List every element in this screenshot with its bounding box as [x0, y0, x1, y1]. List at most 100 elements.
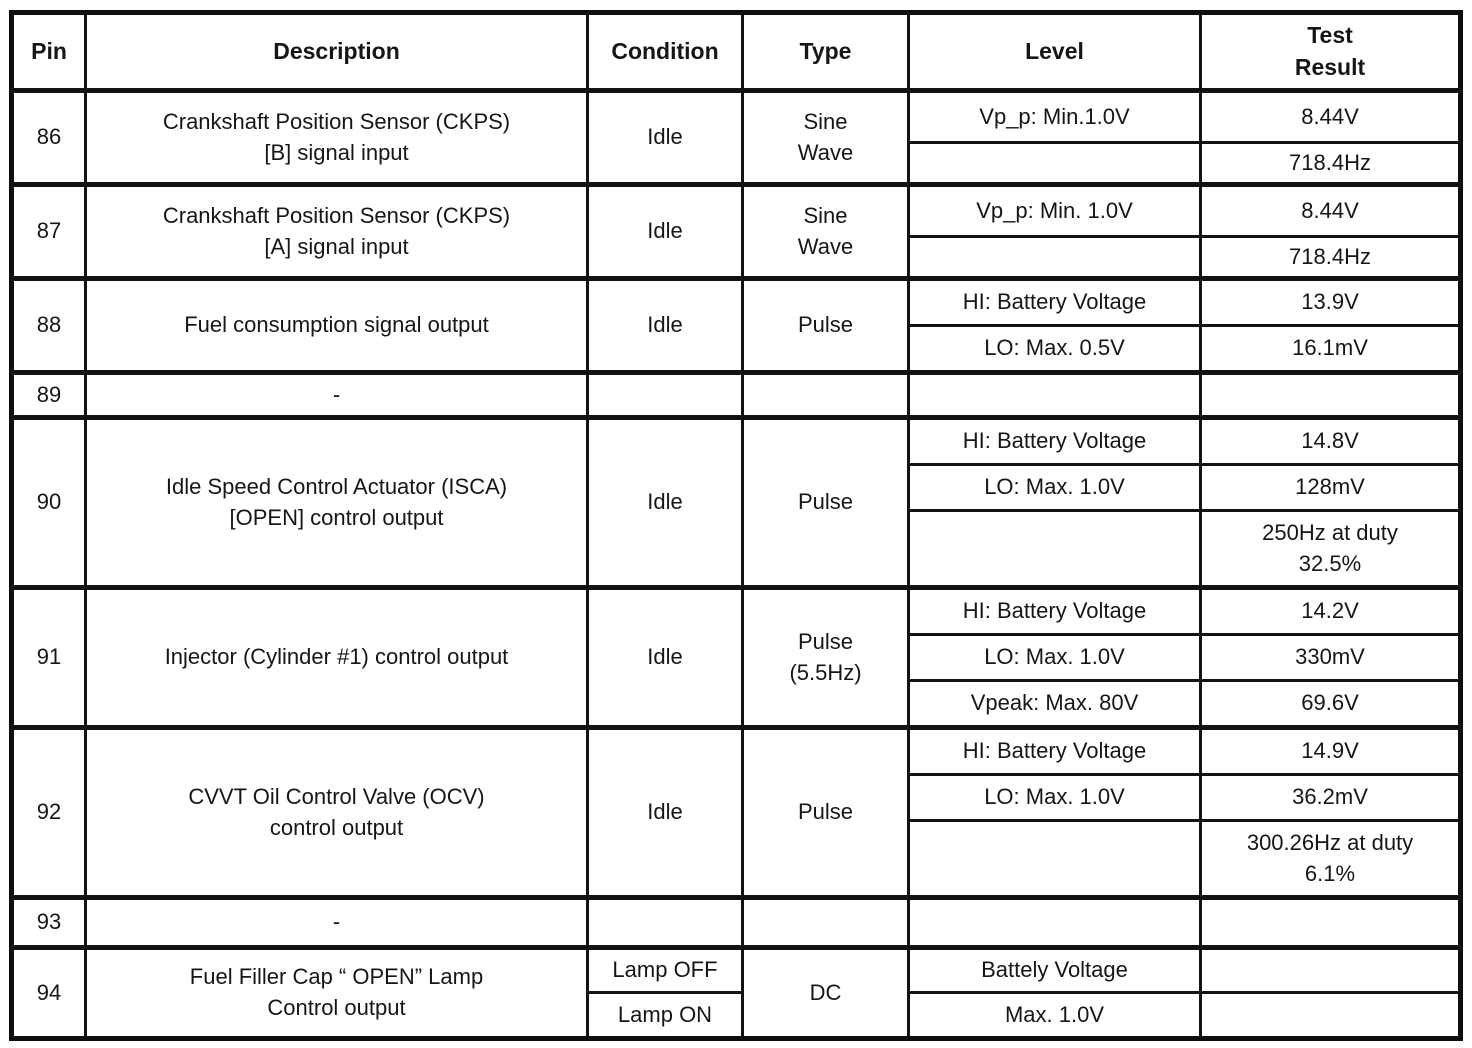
table-row: 91 Injector (Cylinder #1) control output…	[10, 585, 1462, 729]
ecm-pin-test-table: Pin Description Condition Type Level Tes…	[9, 10, 1463, 1041]
table-subrow: 300.26Hz at duty 6.1%	[12, 819, 1462, 899]
type-cell: Pulse	[741, 725, 910, 899]
condition-cell: Idle	[586, 182, 744, 280]
level-cell	[907, 370, 1202, 419]
pin-cell: 90	[10, 415, 87, 589]
description-cell: Crankshaft Position Sensor (CKPS) [A] si…	[84, 182, 589, 280]
result-cell	[1199, 945, 1462, 994]
level-cell	[907, 509, 1202, 589]
level-cell: LO: Max. 1.0V	[907, 633, 1202, 682]
condition-cell: Idle	[586, 276, 744, 374]
description-cell: -	[84, 370, 589, 419]
col-header-pin: Pin	[10, 11, 87, 92]
type-cell: Sine Wave	[741, 182, 910, 280]
level-cell: Battely Voltage	[907, 945, 1202, 994]
col-header-test-result: Test Result	[1199, 11, 1462, 92]
condition-cell: Idle	[586, 415, 744, 589]
level-cell	[907, 819, 1202, 899]
table-subrow: Vpeak: Max. 80V 69.6V	[12, 679, 1462, 729]
table-header-row: Pin Description Condition Type Level Tes…	[10, 11, 1462, 92]
result-cell: 14.2V	[1199, 585, 1462, 636]
pin-cell: 94	[10, 945, 87, 1040]
type-cell: DC	[741, 945, 910, 1040]
table-subrow: LO: Max. 1.0V 330mV	[12, 633, 1462, 682]
type-cell: Pulse	[741, 276, 910, 374]
pin-cell: 88	[10, 276, 87, 374]
table-row: 87 Crankshaft Position Sensor (CKPS) [A]…	[10, 182, 1462, 280]
pin-cell: 93	[10, 895, 87, 949]
description-cell: Fuel consumption signal output	[84, 276, 589, 374]
condition-cell: Lamp OFF	[586, 945, 744, 994]
condition-cell	[586, 370, 744, 419]
condition-cell: Lamp ON	[586, 991, 744, 1040]
table-row: 86 Crankshaft Position Sensor (CKPS) [B]…	[10, 88, 1462, 186]
pin-cell: 89	[10, 370, 87, 419]
condition-cell	[586, 895, 744, 949]
table-subrow: 718.4Hz	[12, 141, 1462, 186]
table-subrow: LO: Max. 0.5V 16.1mV	[12, 324, 1462, 374]
result-cell: 8.44V	[1199, 182, 1462, 238]
table-subrow: LO: Max. 1.0V 36.2mV	[12, 773, 1462, 822]
table-subrow: Lamp ON Max. 1.0V	[12, 991, 1462, 1040]
table-row: 92 CVVT Oil Control Valve (OCV) control …	[10, 725, 1462, 899]
result-cell	[1199, 370, 1462, 419]
level-cell: Vp_p: Min. 1.0V	[907, 182, 1202, 238]
result-cell: 300.26Hz at duty 6.1%	[1199, 819, 1462, 899]
result-cell: 718.4Hz	[1199, 141, 1462, 186]
result-cell: 718.4Hz	[1199, 235, 1462, 280]
level-cell: LO: Max. 1.0V	[907, 773, 1202, 822]
condition-cell: Idle	[586, 725, 744, 899]
result-cell: 8.44V	[1199, 88, 1462, 144]
description-cell: -	[84, 895, 589, 949]
level-cell: Vp_p: Min.1.0V	[907, 88, 1202, 144]
pin-cell: 92	[10, 725, 87, 899]
col-header-description: Description	[84, 11, 589, 92]
table-row: 94 Fuel Filler Cap “ OPEN” Lamp Control …	[10, 945, 1462, 1040]
description-cell: Injector (Cylinder #1) control output	[84, 585, 589, 729]
level-cell: HI: Battery Voltage	[907, 725, 1202, 776]
type-cell: Pulse (5.5Hz)	[741, 585, 910, 729]
description-cell: Crankshaft Position Sensor (CKPS) [B] si…	[84, 88, 589, 186]
level-cell: HI: Battery Voltage	[907, 415, 1202, 466]
level-cell: LO: Max. 1.0V	[907, 463, 1202, 512]
type-cell	[741, 895, 910, 949]
level-cell: Vpeak: Max. 80V	[907, 679, 1202, 729]
level-cell: LO: Max. 0.5V	[907, 324, 1202, 374]
table-row: 88 Fuel consumption signal output Idle P…	[10, 276, 1462, 374]
level-cell: HI: Battery Voltage	[907, 276, 1202, 327]
col-header-condition: Condition	[586, 11, 744, 92]
condition-cell: Idle	[586, 585, 744, 729]
result-cell: 14.8V	[1199, 415, 1462, 466]
result-cell: 250Hz at duty 32.5%	[1199, 509, 1462, 589]
table-row: 89 -	[10, 370, 1462, 419]
result-cell	[1199, 991, 1462, 1040]
result-cell: 69.6V	[1199, 679, 1462, 729]
table-subrow: LO: Max. 1.0V 128mV	[12, 463, 1462, 512]
table-row: 90 Idle Speed Control Actuator (ISCA) [O…	[10, 415, 1462, 589]
type-cell	[741, 370, 910, 419]
result-cell: 13.9V	[1199, 276, 1462, 327]
col-header-level: Level	[907, 11, 1202, 92]
result-cell: 128mV	[1199, 463, 1462, 512]
type-cell: Pulse	[741, 415, 910, 589]
result-cell: 36.2mV	[1199, 773, 1462, 822]
description-cell: Fuel Filler Cap “ OPEN” Lamp Control out…	[84, 945, 589, 1040]
level-cell	[907, 235, 1202, 280]
table-row: 93 -	[10, 895, 1462, 949]
level-cell	[907, 141, 1202, 186]
pin-cell: 87	[10, 182, 87, 280]
type-cell: Sine Wave	[741, 88, 910, 186]
col-header-type: Type	[741, 11, 910, 92]
level-cell: Max. 1.0V	[907, 991, 1202, 1040]
result-cell: 14.9V	[1199, 725, 1462, 776]
pin-cell: 91	[10, 585, 87, 729]
result-cell	[1199, 895, 1462, 949]
table-subrow: 250Hz at duty 32.5%	[12, 509, 1462, 589]
description-cell: Idle Speed Control Actuator (ISCA) [OPEN…	[84, 415, 589, 589]
level-cell	[907, 895, 1202, 949]
result-cell: 16.1mV	[1199, 324, 1462, 374]
table-subrow: 718.4Hz	[12, 235, 1462, 280]
condition-cell: Idle	[586, 88, 744, 186]
result-cell: 330mV	[1199, 633, 1462, 682]
